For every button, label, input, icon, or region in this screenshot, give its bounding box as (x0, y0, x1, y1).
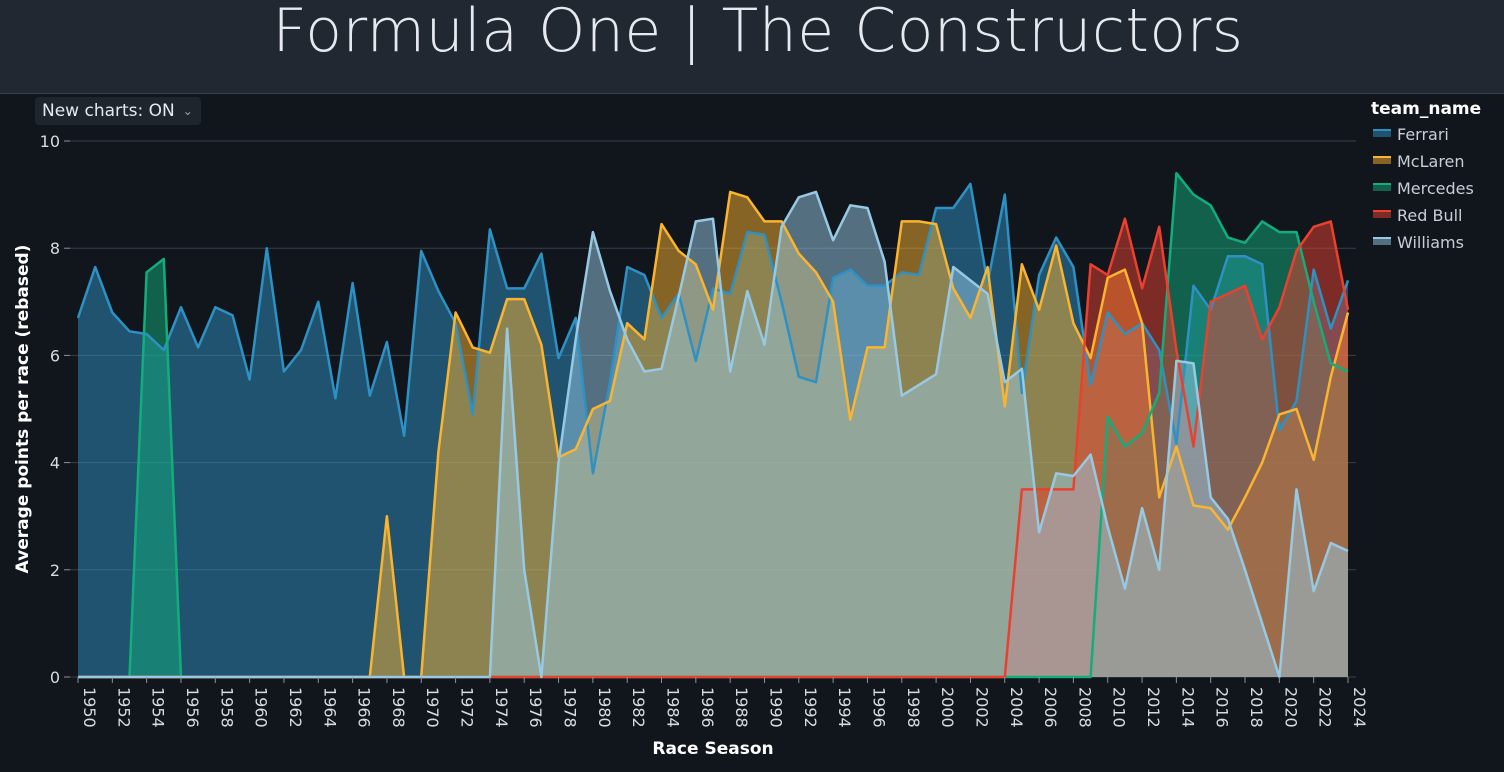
y-tick-label: 0 (50, 668, 60, 687)
y-tick-label: 2 (50, 561, 60, 580)
x-tick-label: 2008 (1075, 687, 1094, 728)
x-tick-label: 1966 (355, 687, 374, 728)
x-tick-label: 1956 (183, 687, 202, 728)
x-tick-label: 1974 (492, 687, 511, 728)
legend-item-red-bull[interactable]: Red Bull (1373, 206, 1463, 225)
x-tick-label: 2016 (1213, 687, 1232, 728)
x-tick-label: 2018 (1247, 687, 1266, 728)
x-tick-label: 1972 (458, 687, 477, 728)
x-tick-label: 1986 (698, 687, 717, 728)
legend-item-ferrari[interactable]: Ferrari (1373, 125, 1449, 144)
x-tick-label: 2010 (1110, 687, 1129, 728)
x-tick-label: 1954 (149, 687, 168, 728)
legend-swatch (1373, 157, 1391, 164)
area-williams[interactable] (78, 191, 1348, 677)
x-tick-label: 1960 (252, 687, 271, 728)
legend[interactable]: team_name Ferrari McLaren Mercedes Red Bull… (1371, 99, 1481, 252)
x-tick-label: 1976 (526, 687, 545, 728)
line-ferrari[interactable] (76, 182, 1350, 475)
page-title: Formula One | The Constructors (272, 0, 1244, 66)
x-tick-label: 2012 (1144, 687, 1163, 728)
legend-label: Williams (1397, 233, 1464, 252)
area-layer (78, 173, 1348, 677)
x-tick-label: 1992 (801, 687, 820, 728)
y-tick-label: 10 (40, 132, 60, 151)
x-tick-label: 1990 (766, 687, 785, 728)
axes: 0 2 4 6 8 10 1950 1952 1954 1956 1958 1960 1962 1964 1… (40, 132, 1369, 728)
y-tick-label: 4 (50, 454, 60, 473)
y-tick-label: 8 (50, 239, 60, 258)
x-tick-label: 2002 (972, 687, 991, 728)
line-layer (76, 171, 1350, 679)
legend-item-mercedes[interactable]: Mercedes (1373, 179, 1474, 198)
legend-item-williams[interactable]: Williams (1373, 233, 1464, 252)
x-tick-label: 1962 (286, 687, 305, 728)
y-axis-title: Average points per race (rebased) (13, 245, 33, 574)
legend-label: Mercedes (1397, 179, 1474, 198)
legend-label: McLaren (1397, 152, 1465, 171)
chevron-down-icon: ⌄ (182, 104, 193, 118)
new-charts-toggle[interactable]: New charts: ON ⌄ (35, 97, 201, 125)
legend-swatch (1373, 211, 1391, 218)
legend-title: team_name (1371, 99, 1481, 119)
x-tick-label: 1978 (561, 687, 580, 728)
x-tick-label: 2000 (938, 687, 957, 728)
x-tick-label: 1968 (389, 687, 408, 728)
x-tick-label: 1958 (217, 687, 236, 728)
x-axis-title: Race Season (652, 739, 773, 759)
x-tick-label: 1988 (732, 687, 751, 728)
x-tick-label: 1964 (320, 687, 339, 728)
x-tick-label: 1998 (904, 687, 923, 728)
x-tick-label: 1984 (664, 687, 683, 728)
legend-swatch (1373, 238, 1391, 245)
new-charts-label: New charts: ON (42, 101, 175, 121)
x-tick-label: 1996 (869, 687, 888, 728)
x-tick-label: 2014 (1178, 687, 1197, 728)
legend-label: Red Bull (1397, 206, 1463, 225)
x-tick-label: 2020 (1281, 687, 1300, 728)
chart-panel: 0 2 4 6 8 10 1950 1952 1954 1956 1958 1960 1962 1964 1… (0, 93, 1504, 772)
x-tick-label: 2004 (1007, 687, 1026, 728)
x-tick-label: 2024 (1350, 687, 1369, 728)
x-tick-label: 2006 (1041, 687, 1060, 728)
x-tick-label: 1952 (114, 687, 133, 728)
x-tick-label: 1994 (835, 687, 854, 728)
line-williams[interactable] (78, 190, 1349, 679)
x-tick-label: 1982 (629, 687, 648, 728)
x-tick-label: 1970 (423, 687, 442, 728)
x-tick-label: 2022 (1316, 687, 1335, 728)
legend-label: Ferrari (1397, 125, 1449, 144)
chart-canvas: 0 2 4 6 8 10 1950 1952 1954 1956 1958 1960 1962 1964 1… (13, 99, 1481, 759)
x-tick-label: 1980 (595, 687, 614, 728)
x-tick-label: 1950 (80, 687, 99, 728)
legend-swatch (1373, 184, 1391, 191)
legend-item-mclaren[interactable]: McLaren (1373, 152, 1465, 171)
legend-swatch (1373, 130, 1391, 137)
y-tick-label: 6 (50, 346, 60, 365)
